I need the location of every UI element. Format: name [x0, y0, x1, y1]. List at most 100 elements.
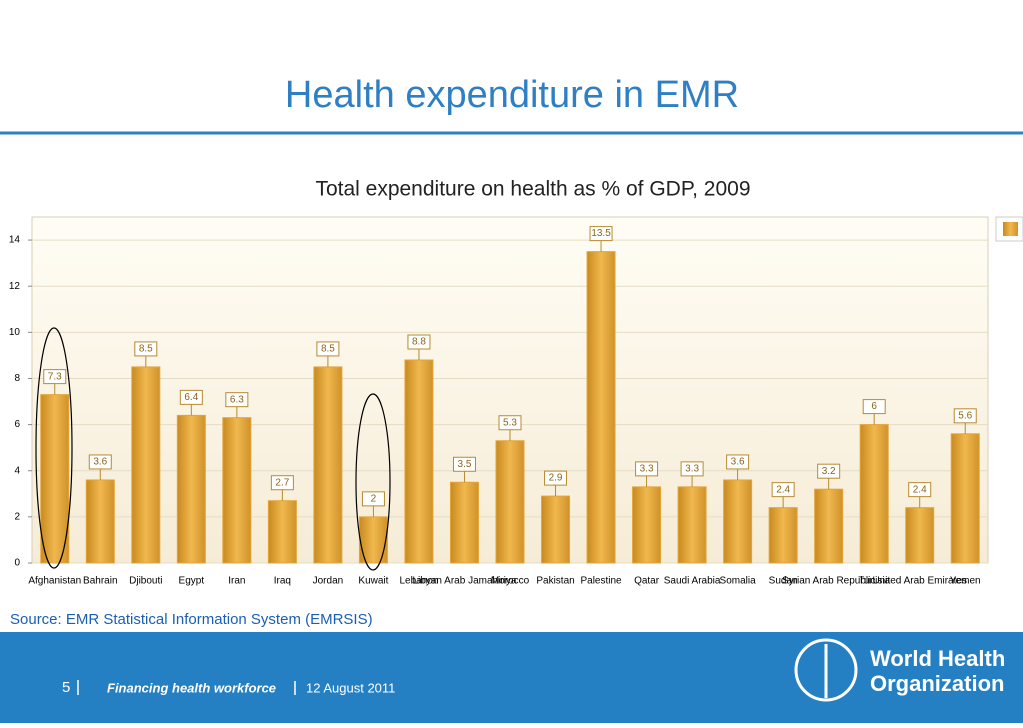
label-box — [771, 482, 795, 498]
legend-swatch — [1003, 222, 1018, 236]
bar — [40, 394, 70, 564]
label-box — [498, 415, 522, 431]
label-box — [134, 341, 158, 357]
label-box — [680, 461, 704, 477]
y-tick-label: 14 — [9, 235, 21, 246]
who-emblem — [794, 638, 858, 702]
logo-text: World Health — [870, 646, 1005, 671]
value-label: 3.3 — [640, 464, 654, 475]
footer-band — [0, 632, 1023, 723]
value-label: 8.8 — [412, 337, 426, 348]
value-label: 3.6 — [93, 457, 107, 468]
x-tick-label: Morocco — [491, 576, 530, 587]
x-tick-label: Saudi Arabia — [664, 576, 721, 587]
bar — [768, 507, 798, 564]
y-tick-label: 0 — [14, 558, 20, 569]
bar — [723, 479, 753, 564]
value-label: 8.5 — [139, 344, 153, 355]
x-tick-label: Djibouti — [129, 576, 162, 587]
x-tick-label: Afghanistan — [28, 576, 81, 587]
bar — [814, 488, 844, 564]
x-tick-label: Libyan Arab Jamahiriya — [412, 576, 516, 587]
bar — [404, 359, 434, 564]
highlight-ellipse — [355, 393, 391, 571]
highlight-ellipse — [35, 327, 73, 569]
x-tick-label: Pakistan — [536, 576, 574, 587]
bar — [950, 433, 980, 564]
bar — [449, 481, 479, 564]
y-tick-label: 12 — [9, 281, 21, 292]
label-box — [179, 389, 203, 405]
x-tick-label: Egypt — [179, 576, 205, 587]
logo-text: Organization — [870, 671, 1004, 696]
label-box — [726, 454, 750, 470]
label-box — [589, 226, 613, 242]
value-label: 6.3 — [230, 394, 244, 405]
value-label: 3.5 — [458, 459, 472, 470]
value-label: 2 — [371, 494, 377, 505]
label-box — [270, 475, 294, 491]
slide-title: Health expenditure in EMR — [285, 74, 739, 116]
bar — [313, 366, 343, 564]
bar — [905, 507, 935, 564]
bar — [541, 495, 571, 564]
x-tick-label: United Arab Emirates — [872, 576, 967, 587]
footer-date: 12 August 2011 — [306, 680, 395, 695]
label-box — [817, 463, 841, 479]
value-label: 3.6 — [731, 457, 745, 468]
bar — [586, 251, 616, 564]
x-tick-label: Syrian Arab Republic — [782, 576, 875, 587]
value-label: 2.4 — [913, 484, 927, 495]
value-label: 13.5 — [591, 228, 611, 239]
value-label: 2.9 — [549, 473, 563, 484]
x-tick-label: Somalia — [720, 576, 757, 587]
x-tick-label: Lebanon — [399, 576, 438, 587]
x-tick-label: Sudan — [769, 576, 798, 587]
value-label: 6.4 — [184, 392, 198, 403]
bar — [176, 414, 206, 564]
source-note: Source: EMR Statistical Information Syst… — [10, 611, 373, 628]
x-tick-label: Qatar — [634, 576, 660, 587]
y-tick-label: 6 — [14, 419, 20, 430]
bar — [632, 486, 662, 564]
x-tick-label: Kuwait — [358, 576, 388, 587]
value-label: 5.6 — [958, 410, 972, 421]
bar — [85, 479, 115, 564]
label-box — [361, 491, 385, 507]
label-box — [452, 456, 476, 472]
value-label: 3.2 — [822, 466, 836, 477]
x-tick-label: Iraq — [274, 576, 291, 587]
y-tick-label: 2 — [14, 512, 20, 523]
value-label: 3.3 — [685, 464, 699, 475]
label-box — [316, 341, 340, 357]
value-label: 5.3 — [503, 417, 517, 428]
label-box — [88, 454, 112, 470]
label-box — [953, 408, 977, 424]
chart-title: Total expenditure on health as % of GDP,… — [315, 178, 750, 201]
bar — [267, 500, 297, 564]
bar — [131, 366, 161, 564]
value-label: 2.4 — [776, 484, 790, 495]
label-box — [635, 461, 659, 477]
label-box — [225, 392, 249, 408]
x-tick-label: Tunisia — [858, 576, 890, 587]
footer-title: Financing health workforce — [107, 680, 276, 695]
value-label: 8.5 — [321, 344, 335, 355]
value-label: 7.3 — [48, 371, 62, 382]
x-tick-label: Palestine — [580, 576, 622, 587]
label-box — [862, 399, 886, 415]
label-box — [43, 369, 67, 385]
y-tick-label: 8 — [14, 373, 20, 384]
y-tick-label: 4 — [14, 465, 20, 476]
bar — [859, 424, 889, 564]
value-label: 2.7 — [275, 477, 289, 488]
y-tick-label: 10 — [9, 327, 21, 338]
x-tick-label: Jordan — [313, 576, 344, 587]
label-box — [908, 482, 932, 498]
bar — [222, 417, 252, 564]
bar — [677, 486, 707, 564]
label-box — [544, 470, 568, 486]
bar — [495, 440, 525, 564]
